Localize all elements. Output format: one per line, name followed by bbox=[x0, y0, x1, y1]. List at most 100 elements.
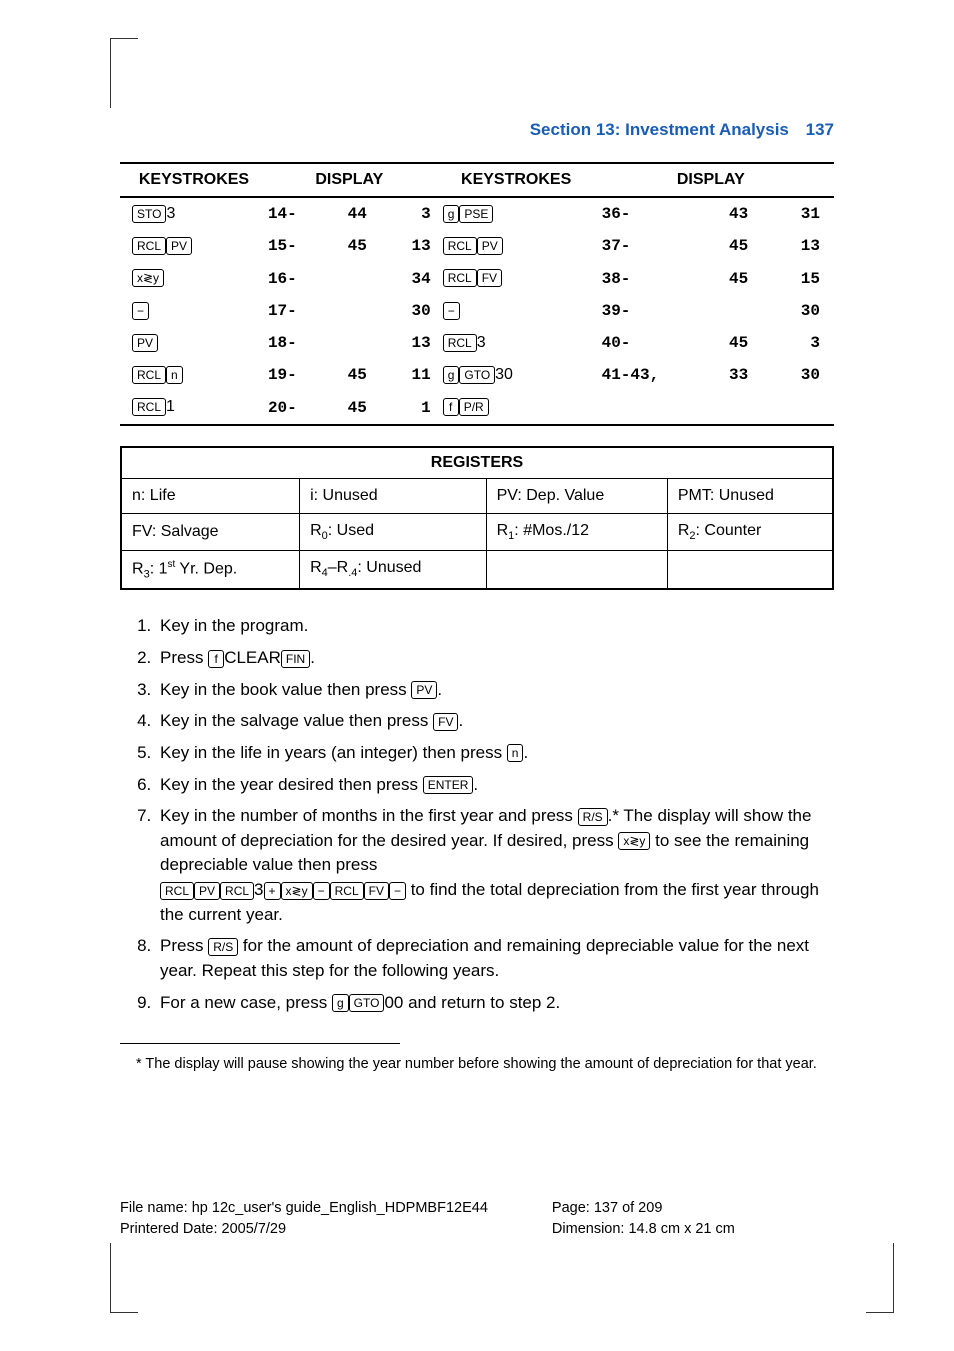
key-xy-2: x≷y bbox=[281, 882, 313, 900]
step-8: Press R/S for the amount of depreciation… bbox=[156, 934, 834, 983]
keycap: STO bbox=[132, 205, 166, 223]
key-enter: ENTER bbox=[423, 776, 474, 794]
keycap: g bbox=[443, 205, 460, 223]
display-cell: 15- bbox=[262, 230, 326, 262]
footer-date: Printered Date: 2005/7/29 bbox=[120, 1221, 286, 1237]
display-cell: 34 bbox=[389, 262, 437, 294]
reg-n: n: Life bbox=[121, 478, 300, 513]
key-rcl-2: RCL bbox=[220, 882, 254, 900]
key-plus: + bbox=[264, 882, 281, 900]
footnote: * The display will pause showing the yea… bbox=[136, 1054, 834, 1075]
header-display-1: DISPLAY bbox=[262, 163, 437, 197]
crop-mark-bottom-right bbox=[866, 1243, 894, 1313]
footer-dim: Dimension: 14.8 cm x 21 cm bbox=[552, 1221, 735, 1237]
header-keystrokes-1: KEYSTROKES bbox=[120, 163, 262, 197]
reg-r3: R3: 1st Yr. Dep. bbox=[121, 550, 300, 589]
key-fv-2: FV bbox=[364, 882, 389, 900]
step-5: Key in the life in years (an integer) th… bbox=[156, 741, 834, 766]
registers-table: REGISTERS n: Life i: Unused PV: Dep. Val… bbox=[120, 446, 834, 591]
keycap: − bbox=[132, 302, 149, 320]
reg-r2: R2: Counter bbox=[667, 513, 833, 550]
step-7: Key in the number of months in the first… bbox=[156, 804, 834, 927]
keystrokes-table: KEYSTROKES DISPLAY KEYSTROKES DISPLAY ST… bbox=[120, 162, 834, 426]
step-6: Key in the year desired then press ENTER… bbox=[156, 773, 834, 798]
display-cell: 13 bbox=[770, 230, 834, 262]
ks-cell: RCLFV bbox=[437, 262, 596, 294]
section-header: Section 13: Investment Analysis 137 bbox=[120, 120, 834, 140]
ks-cell: RCLPV bbox=[120, 230, 262, 262]
key-gto: GTO bbox=[349, 994, 385, 1012]
table-header-row: KEYSTROKES DISPLAY KEYSTROKES DISPLAY bbox=[120, 163, 834, 197]
keycap: PV bbox=[132, 334, 158, 352]
key-rcl-3: RCL bbox=[330, 882, 364, 900]
display-cell: 16- bbox=[262, 262, 326, 294]
keycap: PSE bbox=[459, 205, 493, 223]
table-row: x≷y16-34RCLFV38-4515 bbox=[120, 262, 834, 294]
step-4: Key in the salvage value then press FV. bbox=[156, 709, 834, 734]
registers-row-2: FV: Salvage R0: Used R1: #Mos./12 R2: Co… bbox=[121, 513, 833, 550]
ks-cell: RCLn bbox=[120, 359, 262, 391]
display-cell: 3 bbox=[389, 197, 437, 230]
display-cell: 40- bbox=[596, 327, 707, 359]
key-g: g bbox=[332, 994, 349, 1012]
display-cell: 13 bbox=[389, 230, 437, 262]
table-row: −17-30−39-30 bbox=[120, 295, 834, 327]
display-cell: 30 bbox=[770, 359, 834, 391]
display-cell: 45 bbox=[707, 327, 771, 359]
ks-cell: fP/R bbox=[437, 391, 596, 424]
reg-i: i: Unused bbox=[300, 478, 487, 513]
display-cell: 45 bbox=[707, 230, 771, 262]
display-cell bbox=[325, 327, 389, 359]
reg-empty-2 bbox=[667, 550, 833, 589]
display-cell: 43 bbox=[707, 197, 771, 230]
footer: File name: hp 12c_user's guide_English_H… bbox=[120, 1198, 735, 1242]
display-cell: 19- bbox=[262, 359, 326, 391]
display-cell: 39- bbox=[596, 295, 707, 327]
registers-row-1: n: Life i: Unused PV: Dep. Value PMT: Un… bbox=[121, 478, 833, 513]
display-cell bbox=[325, 262, 389, 294]
display-cell bbox=[325, 295, 389, 327]
display-cell: 18- bbox=[262, 327, 326, 359]
ks-cell: gPSE bbox=[437, 197, 596, 230]
key-pv-2: PV bbox=[194, 882, 220, 900]
display-cell bbox=[707, 295, 771, 327]
display-cell: 14- bbox=[262, 197, 326, 230]
registers-row-3: R3: 1st Yr. Dep. R4–R.4: Unused bbox=[121, 550, 833, 589]
keycap: RCL bbox=[443, 269, 477, 287]
display-cell: 45 bbox=[325, 230, 389, 262]
step-1: Key in the program. bbox=[156, 614, 834, 639]
display-cell: 45 bbox=[707, 262, 771, 294]
keycap: RCL bbox=[132, 366, 166, 384]
key-pv: PV bbox=[411, 681, 437, 699]
keycap: g bbox=[443, 366, 460, 384]
reg-pv: PV: Dep. Value bbox=[486, 478, 667, 513]
display-cell: 30 bbox=[770, 295, 834, 327]
step-2: Press fCLEARFIN. bbox=[156, 646, 834, 671]
steps-list: Key in the program. Press fCLEARFIN. Key… bbox=[156, 614, 834, 1015]
key-rcl: RCL bbox=[160, 882, 194, 900]
crop-mark-top-left bbox=[110, 38, 138, 108]
display-cell: 38- bbox=[596, 262, 707, 294]
keycap: GTO bbox=[459, 366, 495, 384]
key-minus: − bbox=[313, 882, 330, 900]
display-cell: 17- bbox=[262, 295, 326, 327]
ks-cell: − bbox=[437, 295, 596, 327]
key-xy: x≷y bbox=[618, 832, 650, 850]
display-cell: 45 bbox=[325, 359, 389, 391]
display-cell: 1 bbox=[389, 391, 437, 424]
keycap: x≷y bbox=[132, 269, 164, 287]
keycap: f bbox=[443, 398, 459, 416]
display-cell: 13 bbox=[389, 327, 437, 359]
display-cell: 44 bbox=[325, 197, 389, 230]
reg-empty-1 bbox=[486, 550, 667, 589]
page-number-top: 137 bbox=[806, 120, 834, 139]
display-cell: 11 bbox=[389, 359, 437, 391]
table-row: RCL120-451fP/R bbox=[120, 391, 834, 424]
keycap: − bbox=[443, 302, 460, 320]
ks-cell: − bbox=[120, 295, 262, 327]
reg-pmt: PMT: Unused bbox=[667, 478, 833, 513]
table-row: STO314-443gPSE36-4331 bbox=[120, 197, 834, 230]
key-n: n bbox=[507, 744, 524, 762]
step-3: Key in the book value then press PV. bbox=[156, 678, 834, 703]
keycap: RCL bbox=[132, 237, 166, 255]
